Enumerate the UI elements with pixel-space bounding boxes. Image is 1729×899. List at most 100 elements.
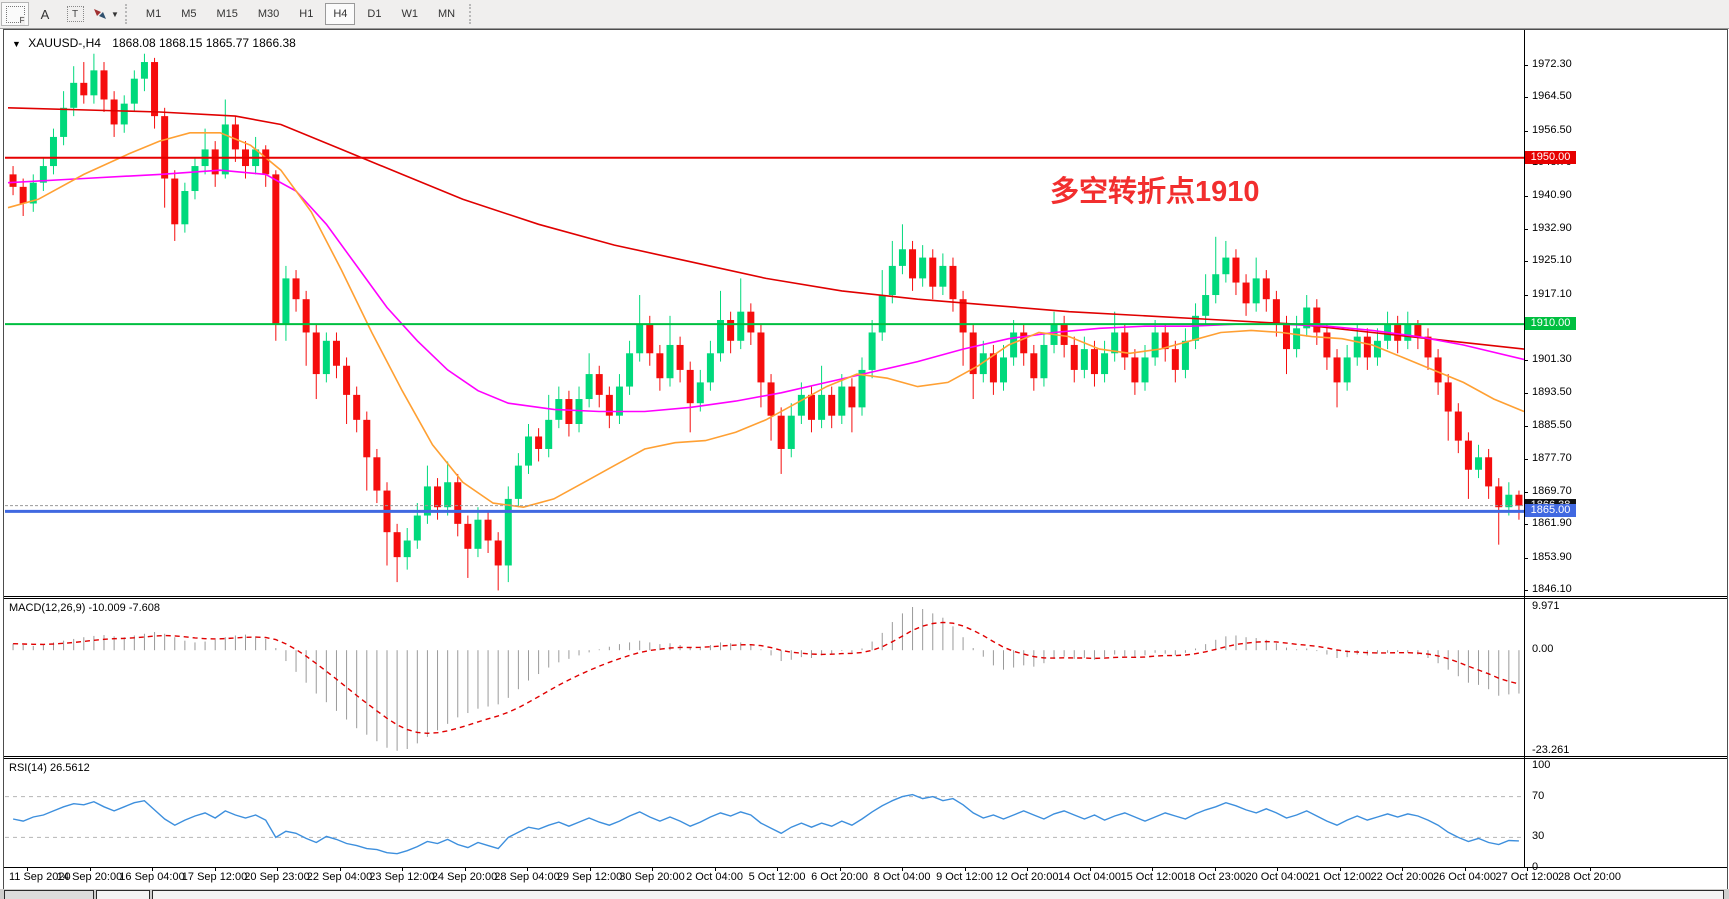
symbol-period-label: XAUUSD-,H4 [28, 36, 101, 50]
taskbar-tab[interactable] [4, 890, 94, 899]
timeframe-m15-button[interactable]: M15 [216, 8, 238, 20]
time-tick [277, 867, 278, 871]
timeframe-m1-button[interactable]: M1 [145, 8, 162, 20]
time-axis-label: 2 Oct 04:00 [686, 871, 743, 883]
time-tick [589, 867, 591, 871]
arrow-tools-button[interactable]: ▼ [91, 2, 120, 26]
macd-axis-label: -23.261 [1532, 744, 1570, 756]
time-tick [902, 867, 903, 871]
time-tick [1339, 867, 1341, 871]
axis-tick [1524, 64, 1528, 66]
chart-window: ▼ XAUUSD-,H4 1868.08 1868.15 1865.77 186… [3, 29, 1728, 890]
time-axis-separator [4, 867, 1727, 868]
time-tick [1464, 867, 1466, 871]
price-axis-label: 1917.10 [1532, 287, 1572, 300]
panel-separator [4, 758, 1727, 759]
price-axis-label: 1869.70 [1532, 484, 1572, 497]
timeframe-d1-button[interactable]: D1 [367, 8, 382, 20]
timeframe-mn-button[interactable]: MN [437, 8, 456, 20]
time-axis-label: 30 Sep 20:00 [619, 871, 685, 883]
fibo-tool-button[interactable]: F [1, 2, 29, 26]
timeframe-w1-button[interactable]: W1 [401, 8, 418, 20]
time-axis-label: 22 Oct 20:00 [1370, 871, 1434, 883]
time-axis-label: 20 Oct 04:00 [1245, 871, 1309, 883]
price-axis-label: 1956.50 [1532, 123, 1572, 136]
time-axis-label: 18 Oct 23:00 [1183, 871, 1246, 883]
timeframe-h1-button[interactable]: H1 [299, 8, 314, 20]
time-tick [1527, 867, 1528, 871]
rsi-axis-label: 0 [1532, 861, 1539, 873]
text-label-tool-button[interactable]: A [31, 2, 59, 26]
chart-annotation-text: 多空转折点1910 [1050, 176, 1260, 208]
axis-tick [1524, 491, 1528, 493]
time-tick [89, 867, 91, 871]
time-axis-label: 27 Oct 12:00 [1495, 871, 1559, 883]
axis-tick [1524, 458, 1528, 460]
time-tick [714, 867, 716, 871]
axis-tick [1524, 524, 1528, 526]
price-level-tag: 1910.00 [1525, 317, 1576, 331]
time-tick [527, 867, 528, 871]
price-axis-label: 1901.30 [1532, 353, 1572, 366]
panel-separator[interactable] [4, 596, 1727, 597]
time-tick [1214, 867, 1216, 871]
time-axis-label: 16 Sep 04:00 [119, 871, 185, 883]
time-tick [214, 867, 216, 871]
toolbar-grip [124, 4, 132, 24]
time-axis-label: 17 Sep 12:00 [181, 871, 248, 883]
time-tick [964, 867, 966, 871]
time-axis-label: 23 Sep 12:00 [369, 871, 435, 883]
time-axis-label: 12 Oct 20:00 [995, 871, 1059, 883]
time-tick [1089, 867, 1091, 871]
time-tick [1589, 867, 1591, 871]
timeframe-h4-button[interactable]: H4 [325, 3, 356, 25]
rsi-axis-label: 70 [1532, 789, 1545, 802]
price-axis-label: 1940.90 [1532, 188, 1572, 201]
rsi-indicator-label: RSI(14) 26.5612 [9, 762, 90, 774]
time-tick [1402, 867, 1403, 871]
rsi-axis-label: 100 [1532, 759, 1551, 771]
axis-tick [1524, 195, 1528, 197]
price-axis-label: 1861.90 [1532, 517, 1572, 530]
price-axis-label: 1877.70 [1532, 451, 1572, 464]
toolbar-grip [469, 4, 476, 24]
panel-separator[interactable] [4, 756, 1727, 757]
price-chart-canvas[interactable] [5, 31, 1524, 597]
time-tick [464, 867, 466, 871]
time-tick [1027, 867, 1028, 871]
fibo-grid-icon: F [5, 5, 25, 25]
time-tick [839, 867, 841, 871]
price-level-tag: 1950.00 [1525, 150, 1576, 164]
text-box-icon: T [66, 6, 84, 22]
text-box-tool-button[interactable]: T [61, 2, 89, 26]
axis-tick [1524, 261, 1528, 263]
macd-panel-canvas[interactable] [5, 599, 1524, 756]
panel-separator [4, 598, 1727, 599]
axis-tick [1524, 426, 1528, 428]
axis-tick [1524, 360, 1528, 362]
time-axis-label: 28 Sep 04:00 [494, 871, 560, 883]
price-axis-label: 1853.90 [1532, 550, 1572, 563]
time-tick [652, 867, 653, 871]
time-axis-label: 28 Oct 20:00 [1558, 871, 1621, 883]
time-axis-label: 21 Oct 12:00 [1308, 871, 1371, 883]
taskbar-tab[interactable] [152, 890, 1724, 899]
time-axis-label: 20 Sep 23:00 [244, 871, 310, 883]
price-axis-label: 1964.50 [1532, 90, 1572, 103]
price-axis-label: 1846.10 [1532, 583, 1572, 595]
time-axis-label: 14 Sep 20:00 [56, 871, 123, 883]
price-axis-label: 1885.50 [1532, 419, 1572, 432]
time-axis-label: 29 Sep 12:00 [556, 871, 623, 883]
time-tick [27, 867, 28, 871]
time-tick [402, 867, 403, 871]
time-axis-label: 8 Oct 04:00 [873, 871, 931, 883]
timeframe-m5-button[interactable]: M5 [181, 8, 197, 20]
axis-tick [1524, 590, 1528, 591]
taskbar-tab[interactable] [96, 890, 150, 899]
time-tick [1277, 867, 1278, 871]
time-axis-label: 9 Oct 12:00 [936, 871, 993, 883]
chevron-down-icon: ▼ [111, 9, 119, 19]
rsi-panel-canvas[interactable] [5, 759, 1524, 867]
timeframe-m30-button[interactable]: M30 [257, 8, 280, 20]
